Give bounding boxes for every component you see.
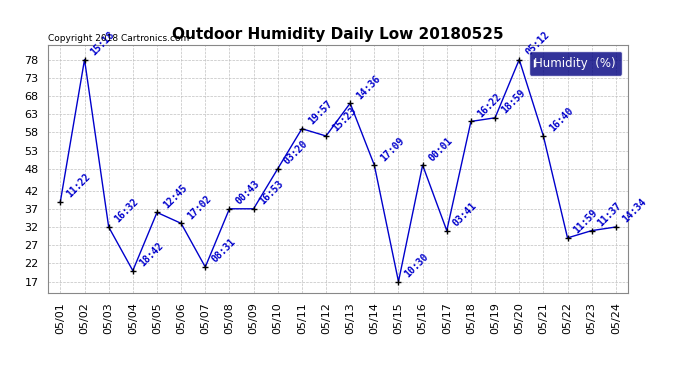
Text: Copyright 2018 Cartronics.com: Copyright 2018 Cartronics.com	[48, 33, 190, 42]
Text: 11:37: 11:37	[596, 201, 624, 228]
Text: 14:36: 14:36	[355, 73, 382, 101]
Text: 17:02: 17:02	[186, 194, 213, 221]
Text: 15:23: 15:23	[331, 106, 358, 134]
Legend: Humidity  (%): Humidity (%)	[529, 51, 622, 76]
Text: 19:57: 19:57	[306, 99, 334, 126]
Text: 17:09: 17:09	[379, 135, 406, 163]
Text: 16:40: 16:40	[548, 106, 575, 134]
Text: 11:22: 11:22	[65, 171, 92, 200]
Text: 16:53: 16:53	[258, 179, 286, 207]
Text: 03:41: 03:41	[451, 201, 479, 228]
Text: 18:59: 18:59	[500, 88, 527, 116]
Title: Outdoor Humidity Daily Low 20180525: Outdoor Humidity Daily Low 20180525	[172, 27, 504, 42]
Text: 03:20: 03:20	[282, 139, 310, 166]
Text: 10:30: 10:30	[403, 252, 431, 279]
Text: 12:45: 12:45	[161, 182, 189, 210]
Text: 00:01: 00:01	[427, 135, 455, 163]
Text: 14:34: 14:34	[620, 197, 648, 225]
Text: 16:22: 16:22	[475, 92, 503, 119]
Text: 15:18: 15:18	[89, 30, 117, 57]
Text: 05:12: 05:12	[524, 30, 551, 57]
Text: 18:42: 18:42	[137, 241, 165, 268]
Text: 11:59: 11:59	[572, 208, 600, 236]
Text: 16:32: 16:32	[113, 197, 141, 225]
Text: 00:43: 00:43	[234, 179, 262, 207]
Text: 08:31: 08:31	[210, 237, 237, 265]
